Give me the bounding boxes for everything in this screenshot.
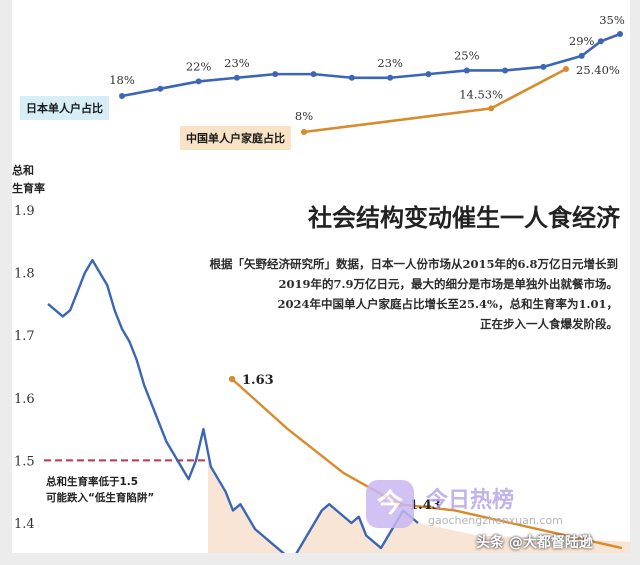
legend-china-single-household: 中国单人户家庭占比 <box>180 126 291 150</box>
china-fertility-line <box>231 378 623 550</box>
y-tick-label: 1.7 <box>14 329 35 344</box>
description-line: 2019年的7.9万亿日元，最大的细分是市场是单独外出就餐市场。 <box>278 277 618 291</box>
watermark-title: 今日热榜 <box>426 488 515 513</box>
y-tick-label: 1.8 <box>14 267 35 282</box>
japan-household-point <box>387 74 394 81</box>
japan-fertility-line <box>47 258 419 553</box>
china-household-data-label: 25.40% <box>576 63 620 77</box>
japan-household-point <box>578 52 585 59</box>
japan-household-point <box>157 85 164 92</box>
japan-household-point <box>272 71 279 78</box>
china-fertility-data-label: 1.63 <box>242 373 274 388</box>
japan-household-point <box>540 63 547 70</box>
japan-household-data-label: 29% <box>569 34 595 48</box>
description-line: 根据「矢野经济研究所」数据，日本一人份市场从2015年的6.8万亿日元增长到 <box>209 257 618 271</box>
description-line: 2024年中国单人户家庭占比增长至25.4%，总和生育率为1.01， <box>277 297 618 311</box>
china-household-data-label: 8% <box>295 109 313 123</box>
japan-household-data-label: 35% <box>599 13 625 27</box>
y-axis-title-line: 生育率 <box>12 182 45 195</box>
chart-description: 根据「矢野经济研究所」数据，日本一人份市场从2015年的6.8万亿日元增长到 2… <box>118 254 618 334</box>
japan-household-point <box>195 78 202 85</box>
japan-household-point <box>233 74 240 81</box>
china-household-point <box>301 129 307 135</box>
japan-household-data-label: 25% <box>454 48 480 62</box>
japan-household-point <box>119 93 125 99</box>
china-household-point <box>563 66 569 72</box>
threshold-annotation-line: 总和生育率低于1.5 <box>46 476 139 488</box>
japan-household-data-label: 22% <box>186 59 212 73</box>
threshold-annotation-line: 可能跌入“低生育陷阱” <box>46 492 155 504</box>
china-fertility-point <box>228 375 236 383</box>
y-tick-label: 1.6 <box>14 392 35 407</box>
low-fertility-area <box>208 460 630 553</box>
china-household-point <box>488 105 495 112</box>
chart-canvas: 18% 22% 23% 23% 25% 29% 35% 8% 14.53% 25.40% 1.63 1… <box>14 13 630 553</box>
japan-household-point <box>463 67 470 74</box>
y-axis-title-line: 总和 <box>12 164 34 177</box>
japan-household-point <box>617 31 623 37</box>
watermark-url: gaochengzhenxuan.com <box>428 514 563 527</box>
y-tick-label: 1.9 <box>14 204 35 219</box>
japan-household-data-label: 23% <box>377 56 403 70</box>
japan-household-point <box>425 71 432 78</box>
japan-household-data-label: 23% <box>224 56 250 70</box>
china-household-line <box>302 67 568 134</box>
y-tick-label: 1.4 <box>14 517 35 532</box>
japan-household-point <box>348 74 355 81</box>
description-line: 正在步入一人食爆发阶段。 <box>480 317 618 331</box>
japan-household-point <box>502 67 509 74</box>
threshold-annotation: 总和生育率低于1.5 可能跌入“低生育陷阱” <box>46 474 154 506</box>
china-household-data-label: 14.53% <box>459 87 503 101</box>
author-credit: 头条 @大都督陆逊 <box>476 535 593 551</box>
china-fertility-data-label: 1.43 <box>409 498 441 513</box>
legend-japan-single-household: 日本单人户占比 <box>20 96 109 120</box>
y-axis-title: 总和 生育率 <box>12 162 45 198</box>
watermark: 今 今日热榜 gaochengzhenxuan.com <box>366 480 596 532</box>
japan-household-data-label: 18% <box>109 73 135 87</box>
watermark-logo-icon: 今 <box>366 480 414 528</box>
y-tick-label: 1.5 <box>14 454 35 469</box>
chart-title: 社会结构变动催生一人食经济 <box>308 203 620 232</box>
japan-household-point <box>310 71 317 78</box>
chart-card: 18% 22% 23% 23% 25% 29% 35% 8% 14.53% 25.40% 1.63 1… <box>12 0 630 553</box>
japan-household-point <box>597 38 604 45</box>
